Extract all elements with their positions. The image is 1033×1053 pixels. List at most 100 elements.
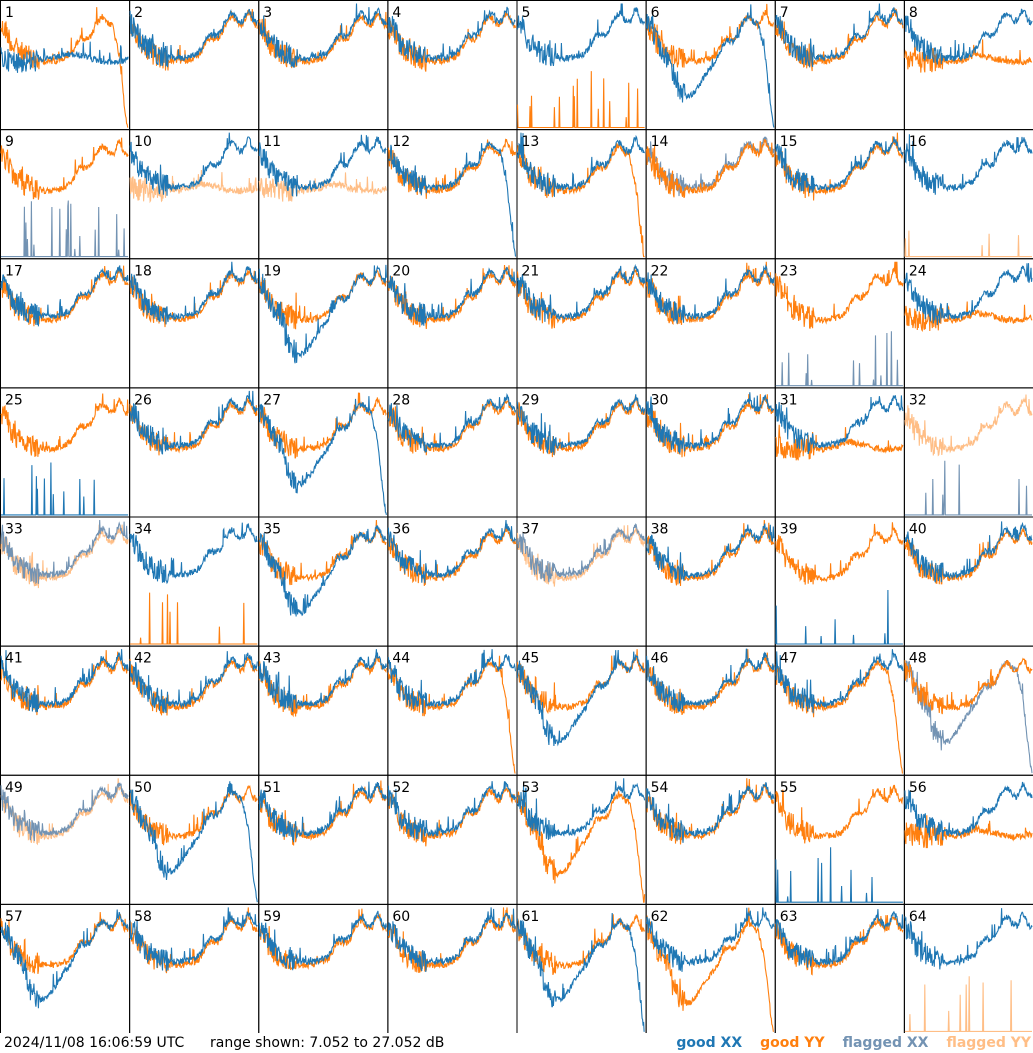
- range-label: range shown: 7.052 to 27.052 dB: [210, 1035, 445, 1051]
- series-xx-good: [516, 649, 645, 747]
- series-yy-good: [130, 592, 258, 645]
- panel-30: 30: [645, 387, 776, 518]
- series-yy-good: [775, 522, 904, 585]
- series-xx-good: [0, 41, 129, 73]
- series-yy-flagged: [258, 172, 387, 202]
- panel-label: 43: [263, 651, 281, 667]
- series-xx-good: [129, 781, 258, 903]
- panel-2: 2: [129, 0, 260, 131]
- series-xx-good: [129, 132, 258, 196]
- series-yy-flagged: [904, 230, 1032, 258]
- series-xx-good: [258, 525, 387, 617]
- panel-15: 15: [774, 129, 905, 260]
- panel-48: 48: [903, 645, 1033, 776]
- panel-63: 63: [774, 903, 905, 1033]
- series-xx-good: [516, 3, 646, 67]
- panel-44: 44: [387, 645, 518, 776]
- panel-label: 53: [522, 780, 540, 796]
- panel-26: 26: [129, 387, 260, 518]
- panel-21: 21: [516, 258, 647, 389]
- panel-37: 37: [516, 516, 647, 647]
- panel-50: 50: [129, 774, 260, 905]
- series-xx-good: [904, 8, 1033, 65]
- panel-frame: [903, 903, 1033, 1033]
- series-xx-flagged: [1, 200, 129, 258]
- series-xx-good: [129, 907, 258, 972]
- panel-label: 23: [780, 263, 798, 279]
- panel-label: 63: [780, 909, 798, 925]
- panel-24: 24: [903, 258, 1033, 389]
- series-xx-good: [129, 651, 258, 713]
- series-xx-good: [387, 907, 517, 973]
- panel-label: 21: [522, 263, 540, 279]
- panel-label: 15: [780, 134, 798, 150]
- panel-5: 5: [516, 0, 647, 131]
- series-yy-good: [258, 11, 387, 69]
- panel-59: 59: [258, 903, 389, 1033]
- series-yy-good: [646, 138, 775, 199]
- footer-bar: 2024/11/08 16:06:59 UTC range shown: 7.0…: [0, 1033, 1033, 1053]
- series-xx-good: [258, 649, 387, 713]
- panel-14: 14: [645, 129, 776, 260]
- panel-label: 61: [522, 909, 540, 925]
- panel-3: 3: [258, 0, 389, 131]
- panel-19: 19: [258, 258, 389, 389]
- series-xx-good: [387, 6, 516, 64]
- series-xx-flagged: [904, 659, 1033, 774]
- timestamp: 2024/11/08 16:06:59 UTC: [4, 1035, 185, 1051]
- panel-label: 2: [134, 5, 143, 21]
- series-yy-good: [258, 392, 387, 459]
- panel-frame: [129, 0, 260, 131]
- panel-label: 58: [134, 909, 152, 925]
- panel-label: 33: [5, 522, 23, 538]
- panel-label: 22: [651, 263, 669, 279]
- panel-label: 6: [651, 5, 660, 21]
- series-xx-good: [387, 780, 517, 842]
- panel-6: 6: [645, 0, 776, 131]
- series-yy-good: [516, 71, 645, 129]
- series-yy-good: [646, 3, 775, 68]
- panel-10: 10: [129, 129, 260, 260]
- series-xx-flagged: [775, 331, 903, 387]
- series-yy-good: [775, 261, 904, 329]
- panel-label: 24: [909, 263, 927, 279]
- series-xx-good: [258, 396, 387, 516]
- panel-31: 31: [774, 387, 905, 518]
- panel-label: 29: [522, 392, 540, 408]
- series-xx-good: [775, 395, 904, 455]
- series-xx-good: [258, 910, 387, 971]
- legend-good-yy: good YY: [760, 1035, 825, 1051]
- panel-4: 4: [387, 0, 518, 131]
- series-yy-good: [0, 7, 129, 128]
- panel-36: 36: [387, 516, 518, 647]
- series-xx-good: [516, 912, 645, 1032]
- series-yy-good: [775, 8, 904, 72]
- panel-label: 13: [522, 134, 540, 150]
- series-yy-good: [904, 39, 1033, 73]
- panel-20: 20: [387, 258, 518, 389]
- panel-56: 56: [903, 774, 1033, 905]
- panel-label: 28: [392, 392, 410, 408]
- series-xx-good: [904, 134, 1033, 195]
- panel-13: 13: [516, 129, 647, 260]
- series-yy-good: [516, 789, 646, 903]
- series-xx-good: [775, 136, 904, 193]
- series-xx-good: [129, 261, 258, 325]
- panel-label: 42: [134, 651, 152, 667]
- series-xx-flagged: [516, 523, 646, 583]
- panel-29: 29: [516, 387, 647, 518]
- panel-23: 23: [774, 258, 905, 389]
- panel-label: 57: [5, 909, 23, 925]
- panel-9: 9: [0, 129, 131, 260]
- panel-frame: [0, 129, 131, 260]
- panel-60: 60: [387, 903, 518, 1033]
- panel-label: 4: [392, 5, 401, 21]
- series-yy-good: [775, 660, 903, 774]
- panel-51: 51: [258, 774, 389, 905]
- panel-label: 56: [909, 780, 927, 796]
- panel-58: 58: [129, 903, 260, 1033]
- panel-25: 25: [0, 387, 131, 518]
- panel-label: 38: [651, 522, 669, 538]
- panel-label: 35: [263, 522, 281, 538]
